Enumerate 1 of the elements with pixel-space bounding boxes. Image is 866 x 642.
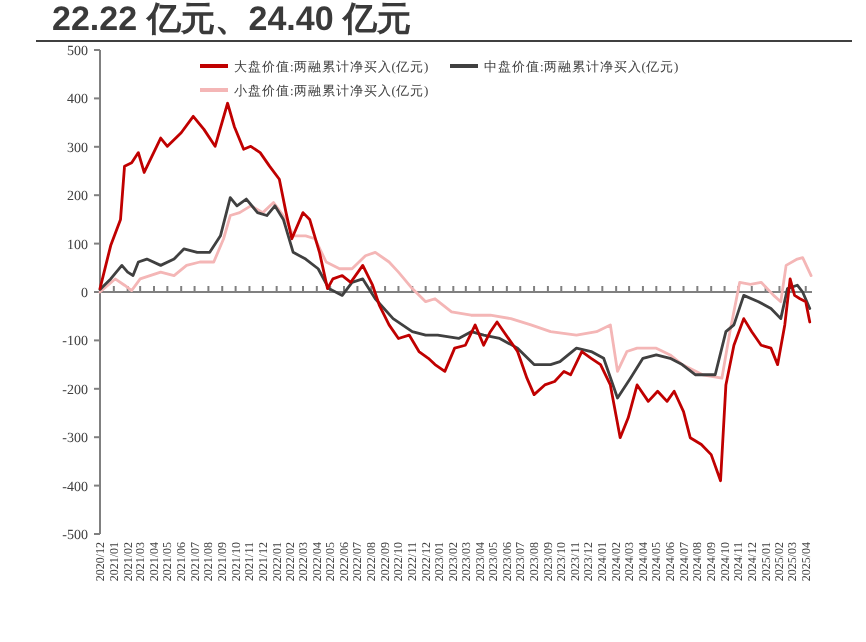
chart-title: 22.22 亿元、24.40 亿元 <box>52 0 414 38</box>
